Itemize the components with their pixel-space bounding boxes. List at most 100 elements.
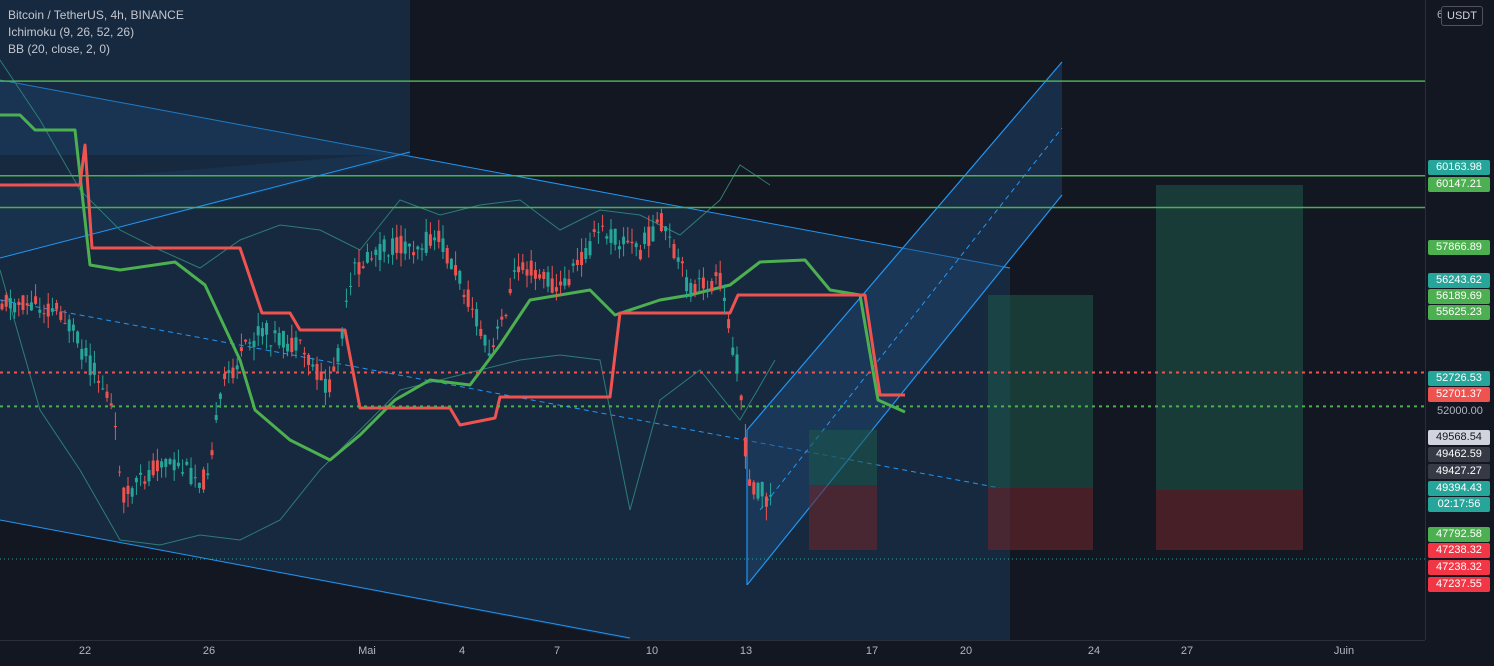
position-target-zone-1 (809, 430, 877, 485)
candle-body-19 (80, 348, 84, 360)
candle-body-79 (332, 366, 336, 372)
candle-body-158 (664, 226, 668, 232)
candle-body-43 (181, 472, 185, 474)
candle-body-168 (706, 289, 710, 291)
candle-body-145 (609, 229, 613, 243)
time-scale[interactable] (0, 640, 1425, 666)
candle-body-115 (483, 335, 487, 346)
candle-body-15 (63, 323, 67, 325)
candle-body-5 (21, 295, 25, 311)
price-label: 55625.23 (1428, 305, 1490, 320)
price-label: 60163.98 (1428, 160, 1490, 175)
currency-selector[interactable]: USDT (1441, 6, 1483, 26)
candle-body-152 (638, 249, 642, 260)
candle-body-101 (424, 231, 428, 253)
candle-body-146 (613, 228, 617, 245)
candle-body-108 (454, 265, 458, 276)
candle-body-23 (97, 380, 101, 383)
x-tick-label: 10 (645, 645, 659, 657)
candle-body-87 (365, 252, 369, 263)
candle-body-27 (113, 425, 117, 428)
candle-body-109 (458, 270, 462, 284)
position-stop-zone-1 (809, 485, 877, 550)
legend-ichimoku[interactable]: Ichimoku (9, 26, 52, 26) (8, 25, 135, 39)
candle-body-102 (428, 234, 432, 246)
candle-body-76 (319, 371, 323, 381)
candle-body-166 (697, 278, 701, 280)
candle-body-25 (105, 391, 109, 398)
candle-body-124 (521, 262, 525, 270)
price-label: 47238.32 (1428, 543, 1490, 558)
candle-body-65 (273, 330, 277, 334)
x-tick-label: 20 (959, 645, 973, 657)
candle-body-42 (176, 462, 180, 467)
candle-body-113 (475, 309, 479, 327)
candle-body-50 (210, 450, 214, 456)
candle-body-100 (420, 248, 424, 250)
candle-body-66 (277, 333, 281, 346)
candle-body-48 (202, 469, 206, 490)
candle-body-170 (714, 272, 718, 277)
candle-body-47 (197, 482, 201, 488)
candle-body-99 (416, 246, 420, 250)
candle-body-182 (764, 496, 768, 507)
candle-body-44 (185, 461, 189, 465)
candle-body-123 (517, 266, 521, 273)
legend-symbol[interactable]: Bitcoin / TetherUS, 4h, BINANCE (8, 8, 184, 22)
legend-bollinger[interactable]: BB (20, close, 2, 0) (8, 42, 111, 56)
candle-body-14 (59, 311, 63, 320)
candle-body-22 (92, 362, 96, 375)
candle-body-70 (294, 337, 298, 351)
candle-body-107 (449, 258, 453, 270)
candle-body-116 (487, 353, 491, 356)
candle-body-67 (281, 330, 285, 348)
candle-body-69 (290, 337, 294, 353)
candle-body-180 (756, 482, 760, 499)
candle-body-136 (571, 263, 575, 266)
candle-body-29 (122, 487, 126, 503)
candle-body-91 (382, 239, 386, 252)
price-label: 56243.62 (1428, 273, 1490, 288)
candle-body-96 (403, 241, 407, 254)
candle-body-40 (168, 459, 172, 465)
candle-body-174 (731, 347, 735, 355)
candle-body-120 (504, 314, 508, 317)
candle-body-11 (46, 303, 50, 317)
candle-body-37 (155, 460, 159, 472)
x-tick-label: 27 (1180, 645, 1194, 657)
x-tick-label: 4 (458, 645, 466, 657)
candle-body-83 (349, 285, 353, 287)
candle-body-160 (672, 243, 676, 259)
price-label: 57866.89 (1428, 240, 1490, 255)
candle-body-144 (605, 236, 609, 239)
candle-body-82 (344, 300, 348, 302)
candle-body-162 (680, 261, 684, 264)
candle-body-13 (55, 302, 59, 310)
candle-body-147 (617, 246, 621, 250)
candle-body-53 (223, 373, 227, 380)
wedge-line (0, 151, 411, 259)
candle-body-36 (151, 460, 155, 476)
candle-body-32 (134, 477, 138, 483)
candle-body-85 (357, 262, 361, 275)
price-label: 49394.43 (1428, 481, 1490, 496)
price-label: 47238.32 (1428, 560, 1490, 575)
x-tick-label: 17 (865, 645, 879, 657)
x-tick-label: 13 (739, 645, 753, 657)
candle-body-10 (42, 313, 46, 315)
chart-canvas[interactable] (0, 0, 1425, 640)
position-target-zone-2 (988, 295, 1093, 488)
candle-body-2 (8, 298, 12, 309)
candle-body-73 (307, 354, 311, 365)
candle-body-159 (668, 236, 672, 238)
candle-body-156 (655, 219, 659, 223)
price-label: 56189.69 (1428, 289, 1490, 304)
candle-body-90 (378, 244, 382, 261)
x-tick-label: 22 (78, 645, 92, 657)
candle-body-20 (84, 348, 88, 357)
candle-body-64 (269, 345, 273, 347)
candle-body-135 (567, 278, 571, 286)
candle-body-169 (710, 280, 714, 292)
candle-body-16 (67, 319, 71, 332)
descending-channel-bottom (0, 519, 631, 639)
